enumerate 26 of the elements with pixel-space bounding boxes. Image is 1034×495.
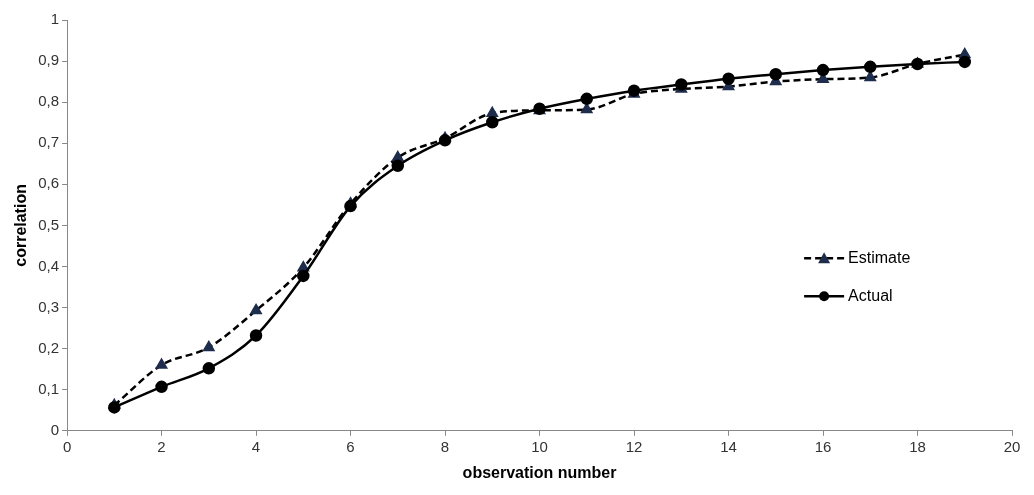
y-tick-label: 0,5	[38, 215, 60, 233]
x-tick-label: 14	[720, 437, 737, 455]
x-tick-label: 6	[346, 437, 355, 455]
y-tick-label: 1	[50, 10, 60, 28]
x-tick-label: 8	[440, 437, 450, 455]
y-tick-label: 0,2	[38, 338, 60, 356]
y-tick-label: 0,6	[38, 174, 60, 192]
legend-label: Estimate	[848, 248, 911, 266]
x-tick-label: 0	[62, 437, 72, 455]
x-axis-title: observation number	[462, 463, 617, 481]
x-tick-label: 20	[1003, 437, 1021, 455]
x-tick-label: 4	[251, 437, 261, 455]
y-tick-label: 0,4	[38, 256, 60, 274]
x-tick-label: 2	[157, 437, 166, 455]
y-tick-label: 0,7	[38, 133, 60, 151]
x-tick-label: 16	[814, 437, 832, 455]
x-tick-label: 18	[909, 437, 926, 455]
y-tick-label: 0,3	[38, 297, 60, 315]
x-tick-label: 12	[625, 437, 643, 455]
y-tick-label: 0,1	[38, 379, 60, 397]
y-axis-title: correlation	[12, 184, 30, 267]
legend-label: Actual	[848, 286, 893, 304]
x-tick-label: 10	[531, 437, 548, 455]
y-tick-label: 0,9	[38, 51, 60, 69]
y-tick-label: 0,8	[38, 92, 60, 110]
y-tick-label: 0	[50, 420, 60, 438]
